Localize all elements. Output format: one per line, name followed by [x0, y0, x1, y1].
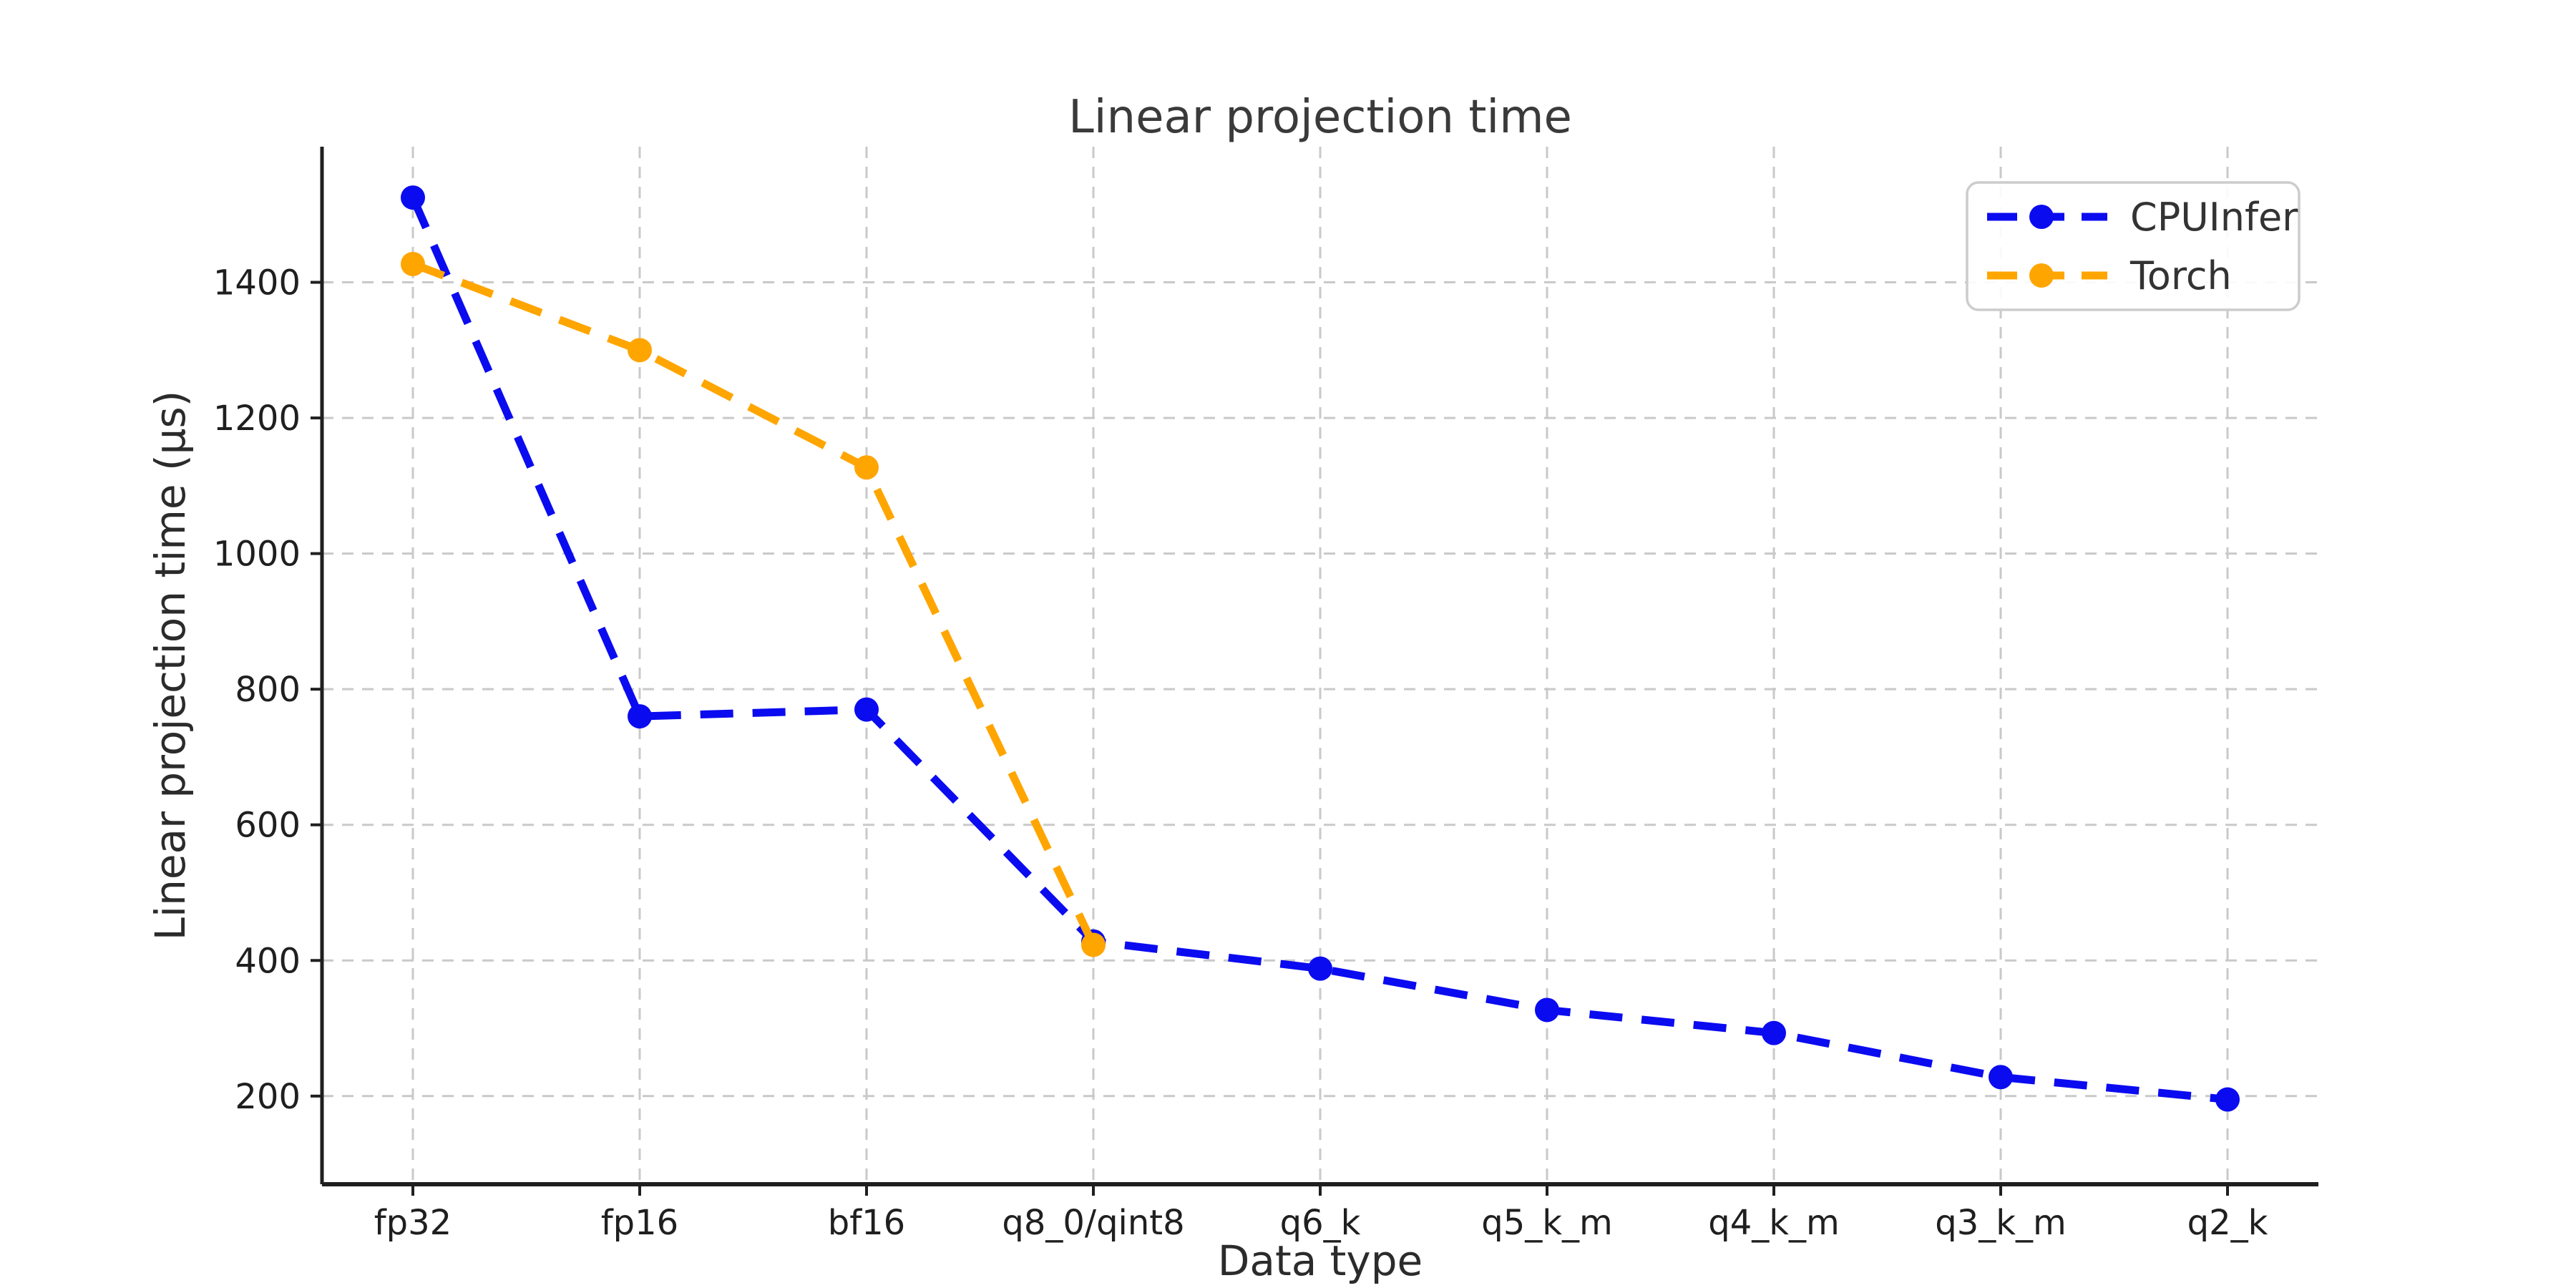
y-tick-label-1000: 1000	[213, 535, 301, 575]
chart-title: Linear projection time	[1068, 91, 1572, 144]
torch-series	[401, 251, 1106, 957]
x-tick-label-fp16: fp16	[601, 1203, 678, 1243]
cpuinfer-line	[409, 195, 2228, 1104]
x-axis-title: Data type	[1218, 1236, 1423, 1285]
cpuinfer-marker-q3_k_m	[1989, 1065, 2013, 1090]
torch-marker-q8_0/qint8	[1081, 932, 1106, 957]
legend: CPUInfer Torch	[1966, 181, 2301, 311]
y-tick-label-200: 200	[235, 1077, 301, 1117]
y-tick-label-400: 400	[235, 941, 301, 981]
cpuinfer-marker-q5_k_m	[1535, 997, 1559, 1023]
cpuinfer-marker-q2_k	[2215, 1087, 2240, 1112]
x-tick-label-q8_0/qint8: q8_0/qint8	[1002, 1203, 1184, 1243]
legend-marker-cpuinfer	[2029, 205, 2054, 229]
y-tick-label-1400: 1400	[213, 263, 301, 303]
legend-marker-torch	[2029, 263, 2054, 288]
torch-marker-fp32	[401, 251, 425, 276]
y-tick-label-800: 800	[235, 670, 301, 710]
x-tick-label-q2_k: q2_k	[2187, 1203, 2268, 1243]
legend-item-torch: Torch	[1987, 253, 2232, 298]
x-tick-label-q6_k: q6_k	[1280, 1203, 1361, 1243]
cpuinfer-marker-fp16	[628, 704, 652, 729]
cpuinfer-marker-fp32	[401, 185, 425, 210]
legend-label-torch: Torch	[2129, 253, 2232, 298]
y-tick-label-1200: 1200	[213, 399, 301, 439]
series-lines	[401, 185, 2240, 1112]
x-tick-label-bf16: bf16	[828, 1203, 905, 1243]
legend-label-cpuinfer: CPUInfer	[2130, 195, 2298, 240]
x-tick-label-q3_k_m: q3_k_m	[1935, 1203, 2067, 1243]
x-tick-label-q4_k_m: q4_k_m	[1708, 1203, 1840, 1243]
torch-marker-bf16	[854, 455, 879, 480]
torch-line	[411, 260, 1097, 947]
axes	[311, 147, 2318, 1196]
x-tick-label-fp32: fp32	[374, 1203, 452, 1243]
cpuinfer-marker-q6_k	[1308, 956, 1332, 981]
torch-marker-fp16	[628, 338, 652, 363]
x-tick-label-q5_k_m: q5_k_m	[1481, 1203, 1613, 1243]
cpuinfer-marker-bf16	[854, 697, 879, 722]
tick-labels: 200 400 600 800 1000 1200 1400 fp32 fp16 bf16 q8_0…	[213, 263, 2268, 1243]
cpuinfer-marker-q4_k_m	[1762, 1020, 1786, 1045]
y-axis-title: Linear projection time (μs)	[146, 391, 195, 941]
legend-item-cpuinfer: CPUInfer	[1987, 195, 2298, 240]
y-tick-label-600: 600	[235, 806, 301, 846]
